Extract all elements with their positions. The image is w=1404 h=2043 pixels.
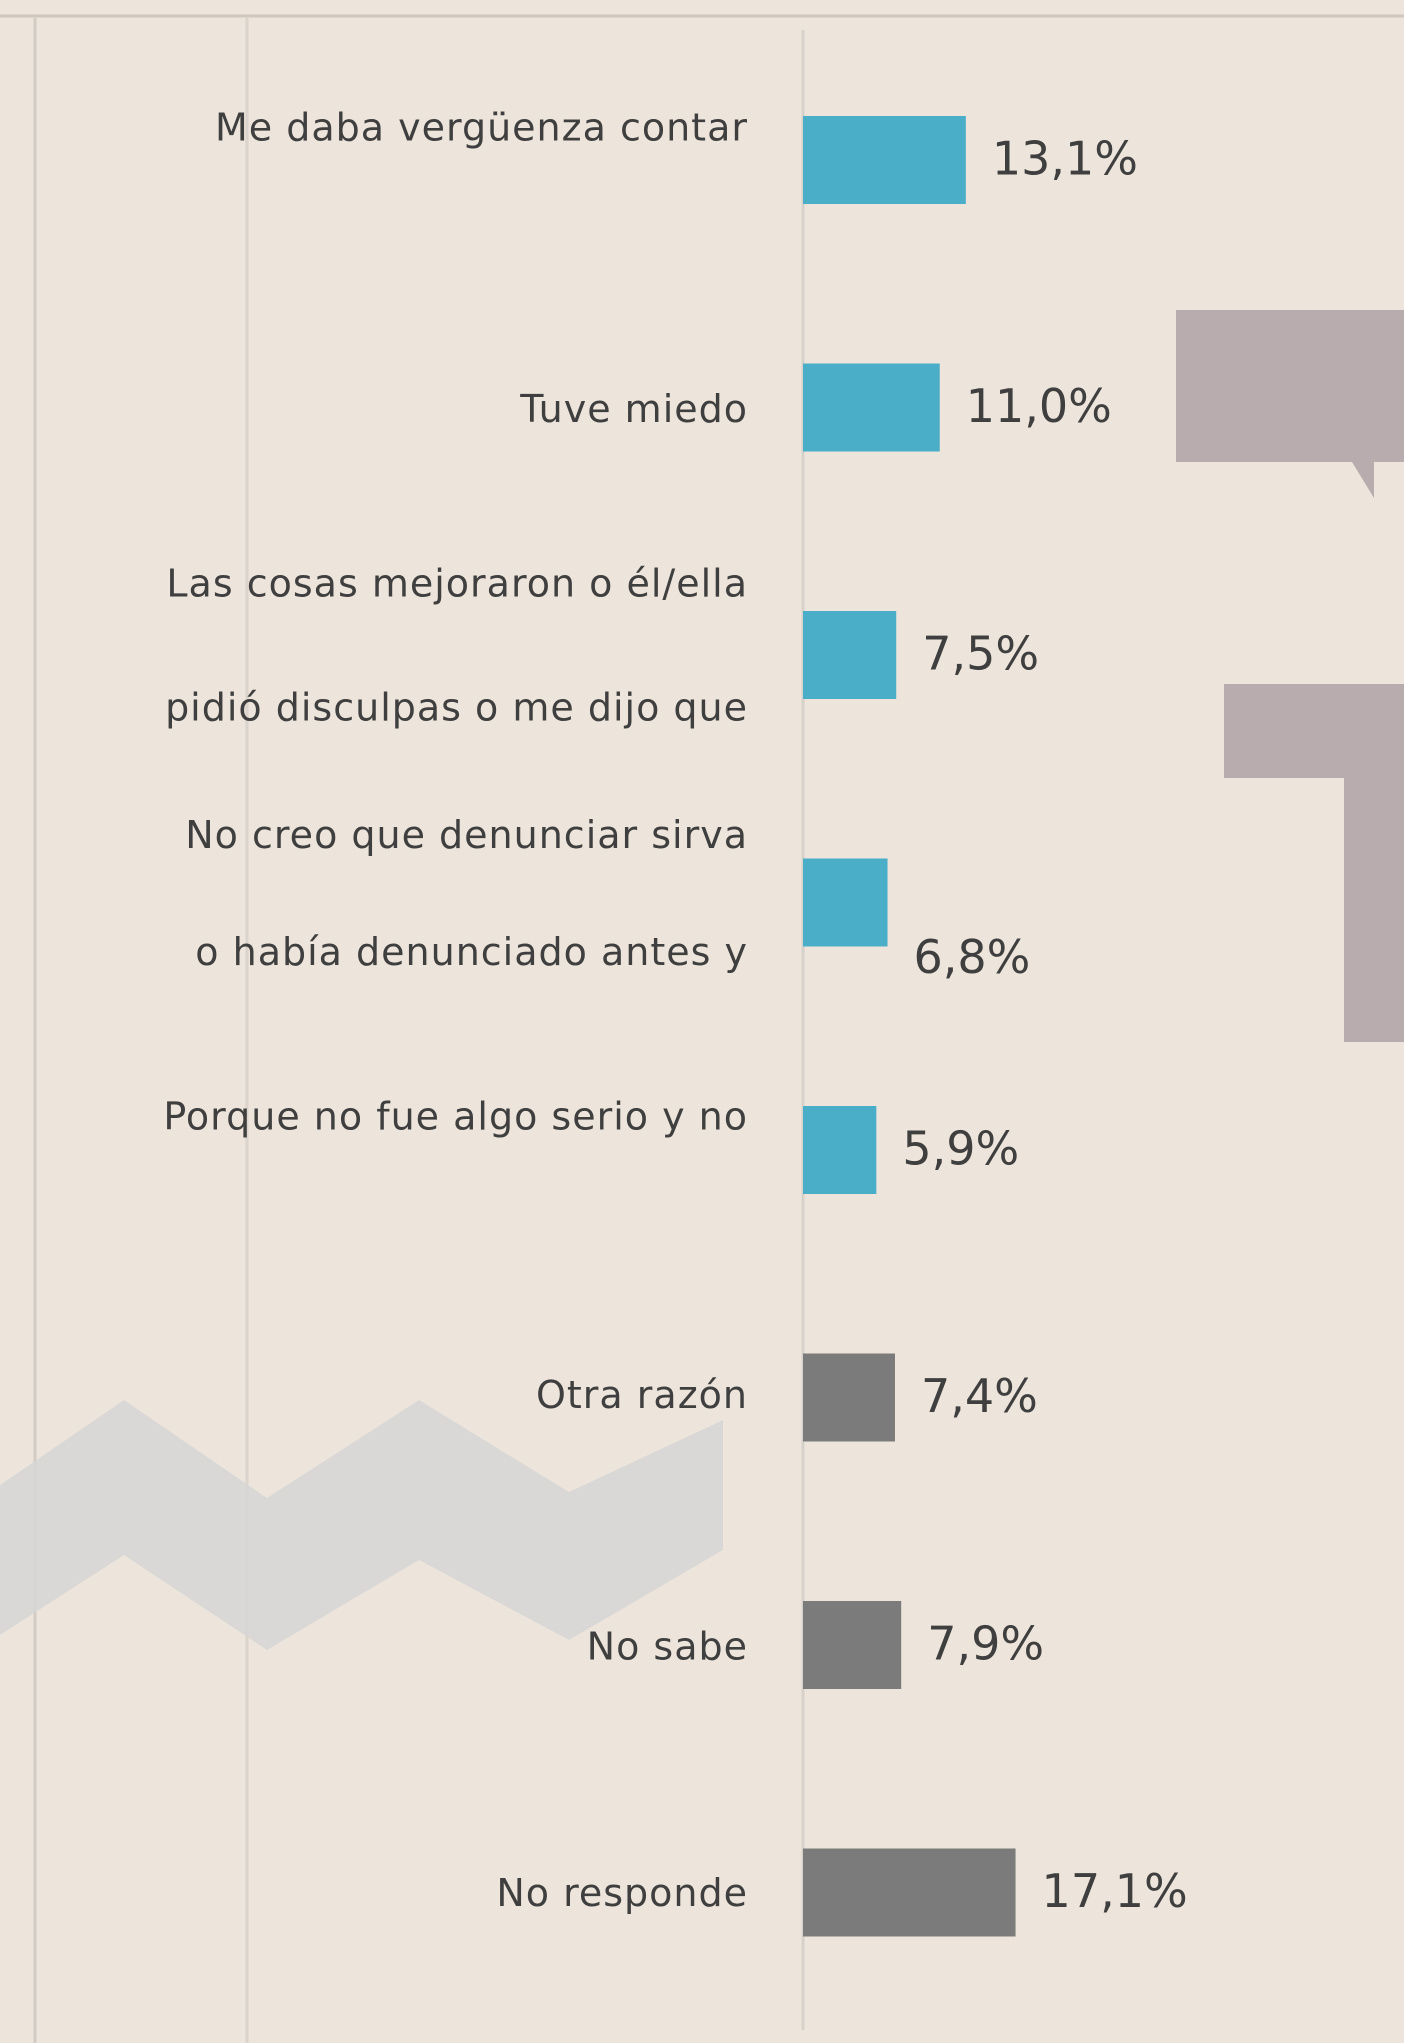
category-label: No creo que denunciar sirva (185, 813, 748, 857)
bar (803, 1849, 1016, 1937)
category-label: Porque no fue algo serio y no (163, 1095, 748, 1139)
category-label: No responde (496, 1871, 748, 1915)
chart: Me daba vergüenza contar 13,1% Tuve miedo 1… (0, 0, 1404, 2043)
bar (803, 1601, 901, 1689)
value-label: 7,9% (927, 1617, 1044, 1671)
category-label: Tuve miedo (519, 387, 748, 431)
value-label: 13,1% (992, 132, 1138, 186)
category-label: Las cosas mejoraron o él/ella (166, 562, 748, 606)
background (0, 0, 1404, 2043)
value-label: 17,1% (1042, 1864, 1188, 1918)
category-label: o había denunciado antes y (195, 930, 748, 974)
category-label: Otra razón (536, 1373, 748, 1417)
category-label: No sabe (587, 1625, 748, 1669)
bar (803, 116, 966, 204)
bar (803, 364, 940, 452)
value-label: 7,5% (922, 627, 1039, 681)
bar (803, 859, 888, 947)
value-label: 7,4% (921, 1369, 1038, 1423)
category-label: pidió disculpas o me dijo que (165, 686, 748, 730)
value-label: 6,8% (914, 930, 1031, 984)
bar (803, 611, 896, 699)
value-label: 11,0% (966, 379, 1112, 433)
bar (803, 1354, 895, 1442)
category-label: Me daba vergüenza contar (215, 106, 748, 150)
value-label: 5,9% (902, 1122, 1019, 1176)
bar (803, 1106, 876, 1194)
